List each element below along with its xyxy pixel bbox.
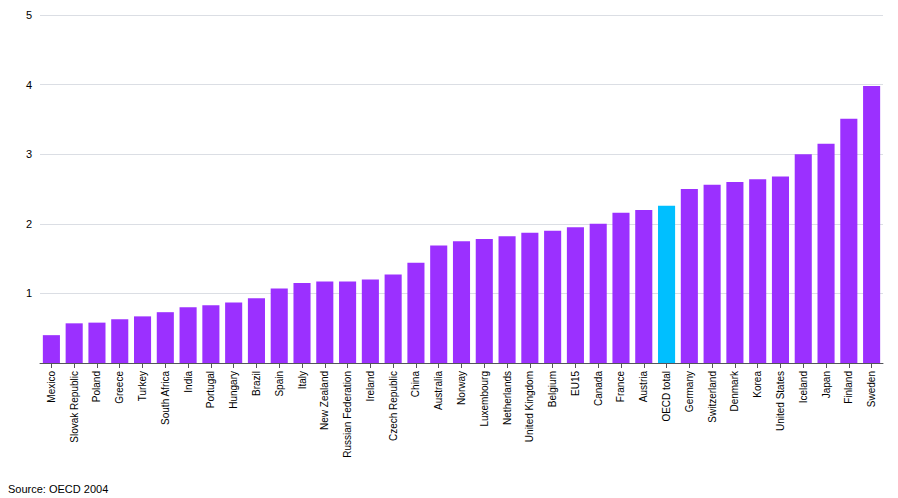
svg-text:New Zealand: New Zealand [319, 371, 330, 430]
svg-text:Poland: Poland [91, 371, 102, 402]
svg-text:Portugal: Portugal [205, 371, 216, 408]
svg-text:United Kingdom: United Kingdom [524, 371, 535, 442]
svg-text:Hungary: Hungary [228, 371, 239, 409]
svg-text:3: 3 [26, 148, 32, 160]
svg-text:Denmark: Denmark [729, 370, 740, 412]
svg-text:Czech Republic: Czech Republic [388, 371, 399, 441]
svg-text:Luxembourg: Luxembourg [479, 371, 490, 427]
svg-text:Canada: Canada [593, 371, 604, 406]
svg-text:Slovak Republic: Slovak Republic [69, 371, 80, 443]
svg-text:5: 5 [26, 9, 32, 21]
svg-text:2: 2 [26, 218, 32, 230]
svg-text:Korea: Korea [752, 371, 763, 398]
svg-text:OECD total: OECD total [661, 371, 672, 422]
svg-text:South Africa: South Africa [160, 371, 171, 425]
svg-text:Mexico: Mexico [46, 371, 57, 403]
svg-text:Turkey: Turkey [137, 371, 148, 401]
svg-text:EU15: EU15 [570, 371, 581, 396]
svg-text:1: 1 [26, 287, 32, 299]
svg-text:Greece: Greece [114, 371, 125, 404]
svg-text:Germany: Germany [684, 371, 695, 412]
svg-text:Netherlands: Netherlands [502, 371, 513, 425]
svg-text:Belgium: Belgium [547, 371, 558, 407]
svg-text:Switzerland: Switzerland [707, 371, 718, 423]
svg-text:Source: OECD 2004: Source: OECD 2004 [8, 483, 108, 495]
svg-text:Brazil: Brazil [251, 371, 262, 396]
svg-text:Austria: Austria [638, 371, 649, 403]
svg-text:United States: United States [775, 371, 786, 431]
svg-text:Norway: Norway [456, 371, 467, 405]
svg-text:Sweden: Sweden [866, 371, 877, 407]
svg-text:Finland: Finland [843, 371, 854, 404]
svg-text:Iceland: Iceland [798, 371, 809, 403]
svg-text:Spain: Spain [274, 371, 285, 397]
svg-text:Russian Federation: Russian Federation [342, 371, 353, 458]
svg-text:Italy: Italy [297, 371, 308, 389]
svg-text:Ireland: Ireland [365, 371, 376, 402]
svg-text:Australia: Australia [433, 371, 444, 410]
svg-text:4: 4 [26, 79, 32, 91]
svg-text:Japan: Japan [821, 371, 832, 398]
svg-text:India: India [183, 371, 194, 393]
svg-text:China: China [410, 371, 421, 398]
svg-text:France: France [615, 371, 626, 403]
